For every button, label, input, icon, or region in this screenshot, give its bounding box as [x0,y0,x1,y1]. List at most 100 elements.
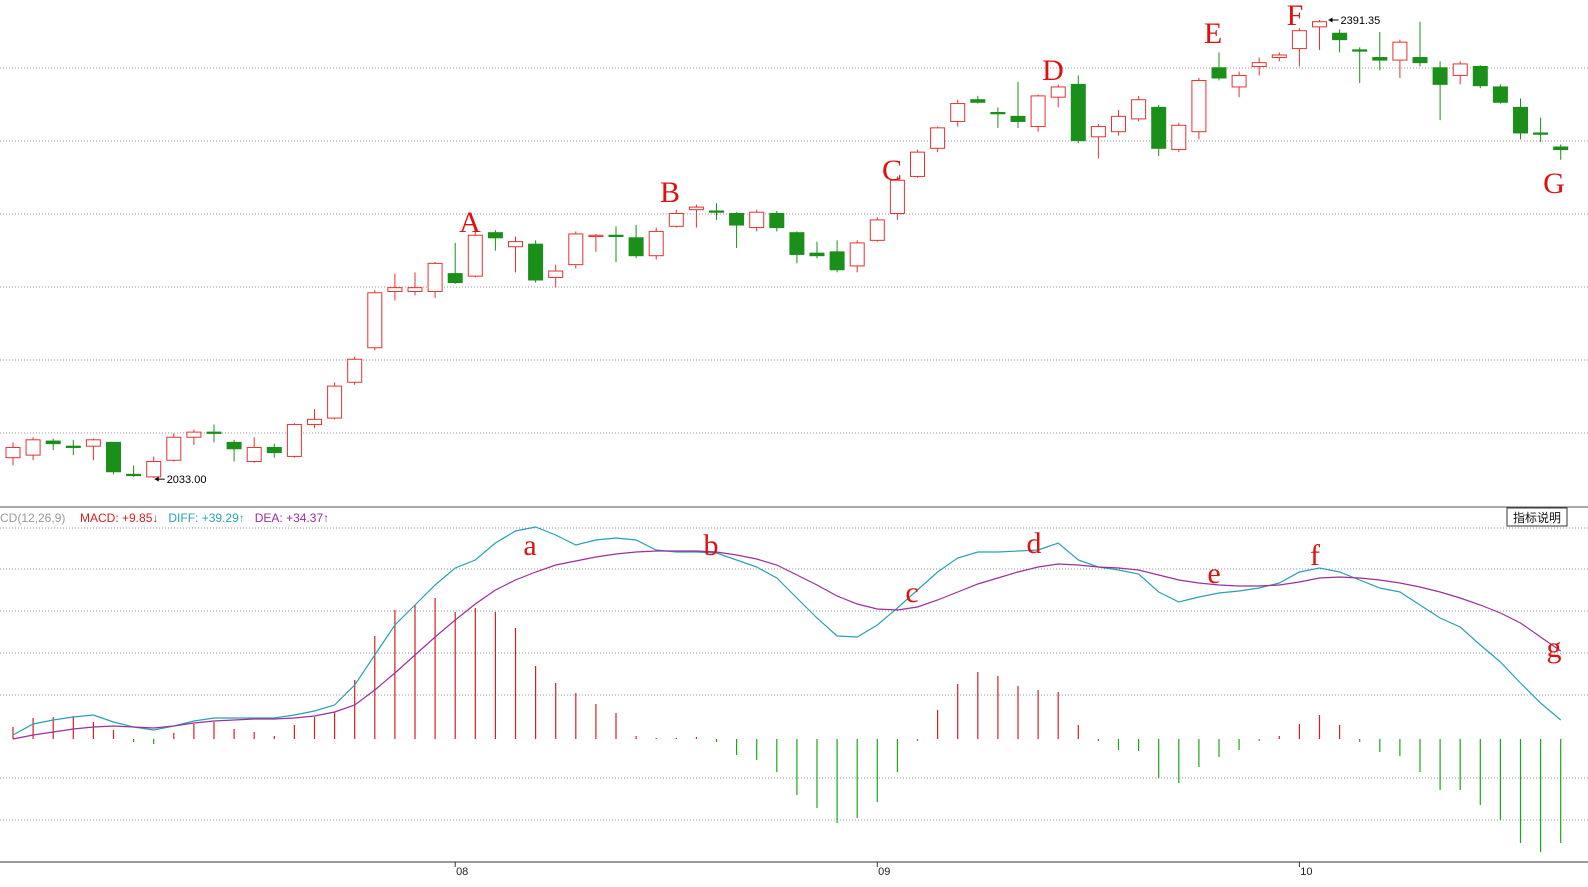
candle [548,264,564,288]
candle [508,236,523,273]
candle [246,437,262,463]
candle [307,409,322,429]
point-label: F [1287,0,1304,32]
candle-body [588,234,604,238]
candle-body [387,287,403,292]
candle [1271,52,1287,62]
candle [608,226,624,263]
candle-body [869,219,885,241]
candle [327,382,343,420]
candle [709,203,724,220]
arrow-head [154,476,159,482]
button-box[interactable] [1506,507,1568,527]
candle-body [1050,86,1066,98]
point-label: e [1207,557,1220,590]
candle-body [729,213,745,226]
candle [1111,109,1126,136]
button-label[interactable]: 指标说明 [1513,510,1561,525]
candle-body [1372,57,1388,61]
candle-body [950,103,966,122]
point-label: d [1027,527,1042,560]
high-price-label: 2391.35 [1341,15,1381,27]
candle-body [849,242,865,267]
candle [1251,57,1267,76]
candle-body [65,445,81,448]
candle [407,272,423,296]
candle [1452,61,1468,85]
point-label: A [459,206,481,239]
candle-body [1251,62,1267,67]
x-tick-label: 08 [456,866,468,878]
point-label: f [1310,539,1320,572]
candle-body [1171,124,1187,151]
candle-body [608,234,624,238]
candle-body [1452,63,1468,76]
candle [45,438,61,451]
candle-body [307,418,322,425]
candle [467,231,483,278]
point-label: G [1543,167,1565,200]
candle-body [146,461,162,478]
candle [1070,75,1086,144]
candle-body [889,179,905,215]
point-label: B [660,176,680,209]
indicator-button[interactable]: 指标说明 [1506,507,1568,527]
candle-body [970,99,986,103]
candle-body [246,446,262,463]
candle [729,212,745,249]
candle-body [1211,67,1227,79]
candle [186,429,202,445]
candle-body [1312,21,1327,28]
candle [809,241,825,259]
candle [25,437,41,461]
candle-body [809,252,825,257]
point-label: b [704,529,719,562]
candle-body [1332,32,1348,41]
point-label: g [1547,631,1562,664]
macd-line [12,526,1562,736]
candle-body [1533,132,1549,135]
candle-body [769,213,785,229]
candle-body [1553,146,1569,151]
candle-body [166,436,182,461]
candle [1211,52,1227,81]
candle-body [749,211,765,229]
candle-body [508,241,523,248]
x-tick-label: 10 [1300,866,1312,878]
candle [1432,61,1448,121]
candle-body [5,446,21,459]
candle-body [286,423,302,457]
candle-body [327,385,343,419]
candle [226,439,242,462]
candle [1533,117,1549,142]
candle [1513,98,1528,140]
candle-body [25,439,41,456]
candle-body [1111,115,1126,133]
candle-body [1472,65,1488,87]
candle-body [186,431,202,438]
candle-body [1271,54,1287,59]
candle-body [85,439,101,447]
candle [910,149,925,178]
candle [1131,95,1147,122]
candle [286,423,302,458]
candle-body [1070,83,1086,142]
point-label: C [882,154,902,187]
candle-body [1513,106,1528,134]
candle [1291,28,1307,67]
candle [1090,124,1106,159]
candle-body [407,287,423,292]
legend-label: DEA: +34.37↑ [255,511,329,525]
candle-body [528,243,544,281]
candle-body [1432,67,1448,85]
arrow-head [1328,17,1333,23]
candle-body [487,232,503,239]
candle-body [1352,49,1368,52]
candle-body [829,251,845,271]
candle-body [568,233,584,266]
candle-body [628,237,644,257]
candle-body [467,234,483,277]
candle [628,225,644,259]
candle-body [1412,57,1428,64]
